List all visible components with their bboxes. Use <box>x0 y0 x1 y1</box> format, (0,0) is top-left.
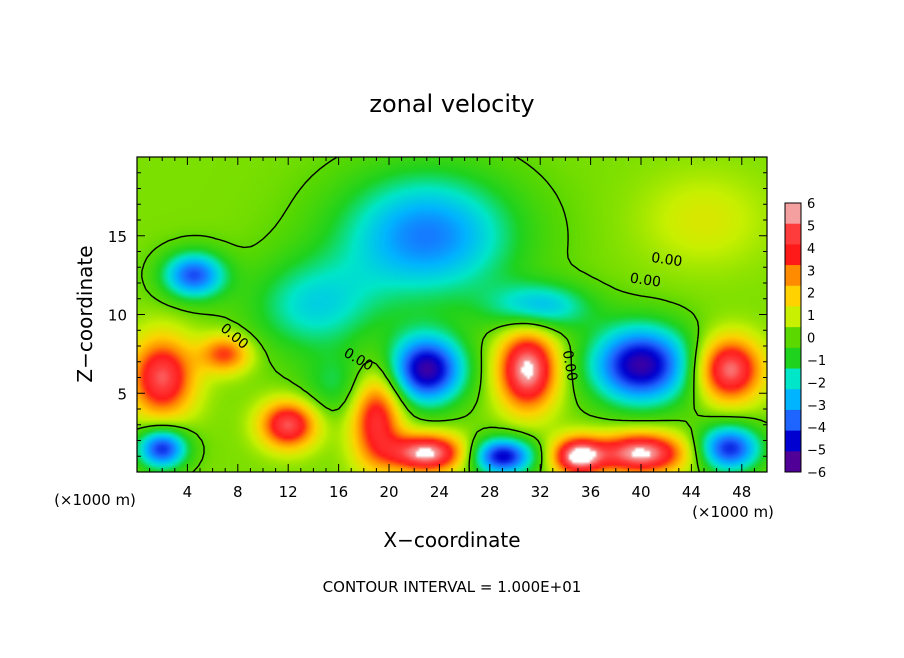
colorbar-swatch <box>785 430 801 452</box>
colorbar-swatch <box>785 306 801 328</box>
y-axis-label: Z−coordinate <box>73 245 97 382</box>
x-axis-label: X−coordinate <box>383 528 520 552</box>
colorbar-label: 1 <box>807 309 815 324</box>
y-tick-label: 5 <box>117 385 127 403</box>
contour-label: 0.00 <box>629 271 662 291</box>
colorbar: 6 5 4 3 2 1 0 −1 −2 −3 −4 −5 −6 <box>784 197 826 481</box>
colorbar-swatch <box>785 451 801 473</box>
x-tick-label: 40 <box>631 483 650 501</box>
colorbar-swatch <box>785 347 801 370</box>
x-tick-label: 16 <box>329 483 348 501</box>
colorbar-label: −2 <box>807 376 826 391</box>
y-unit-label: (×1000 m) <box>692 503 774 521</box>
contour-label: 0.00 <box>650 250 683 270</box>
plot-area <box>137 157 767 472</box>
x-tick-label: 32 <box>531 483 550 501</box>
x-unit-label: (×1000 m) <box>54 491 136 509</box>
colorbar-swatch <box>785 285 801 307</box>
colorbar-swatch <box>785 368 801 390</box>
x-tick-label: 8 <box>233 483 243 501</box>
colorbar-frame <box>784 202 802 473</box>
x-tick-label: 20 <box>379 483 398 501</box>
x-tick-label: 48 <box>732 483 751 501</box>
x-tick-label: 28 <box>480 483 499 501</box>
colorbar-swatch <box>785 389 801 411</box>
x-tick-label: 24 <box>430 483 449 501</box>
y-axis-ticks: 5 10 15 <box>108 172 767 457</box>
y-tick-label: 10 <box>108 307 127 325</box>
x-tick-label: 44 <box>682 483 701 501</box>
colorbar-label: 3 <box>807 264 815 279</box>
contour-label: 0.00 <box>559 349 580 382</box>
colorbar-label: 5 <box>807 219 815 234</box>
x-tick-label: 36 <box>581 483 600 501</box>
velocity-field <box>137 157 767 472</box>
x-tick-label: 12 <box>279 483 298 501</box>
contour-interval-note: CONTOUR INTERVAL = 1.000E+01 <box>323 578 582 596</box>
colorbar-label: 0 <box>807 332 815 347</box>
y-tick-label: 15 <box>108 228 127 246</box>
colorbar-label: 4 <box>807 242 815 257</box>
colorbar-label: −6 <box>807 466 826 481</box>
colorbar-swatch <box>785 203 801 225</box>
chart-title: zonal velocity <box>369 90 534 118</box>
colorbar-swatch <box>785 265 801 287</box>
colorbar-label: −3 <box>807 399 826 414</box>
colorbar-label: −5 <box>807 444 826 459</box>
colorbar-swatch <box>785 409 801 432</box>
colorbar-swatch <box>785 223 801 245</box>
colorbar-label: 2 <box>807 287 815 302</box>
colorbar-label: −4 <box>807 421 826 436</box>
colorbar-label: 6 <box>807 197 815 212</box>
colorbar-label: −1 <box>807 354 826 369</box>
x-tick-label: 4 <box>183 483 193 501</box>
colorbar-swatch <box>785 244 801 266</box>
x-axis-ticks: 4 8 12 16 20 24 28 32 36 40 44 48 <box>149 157 755 501</box>
colorbar-swatch <box>785 327 801 349</box>
